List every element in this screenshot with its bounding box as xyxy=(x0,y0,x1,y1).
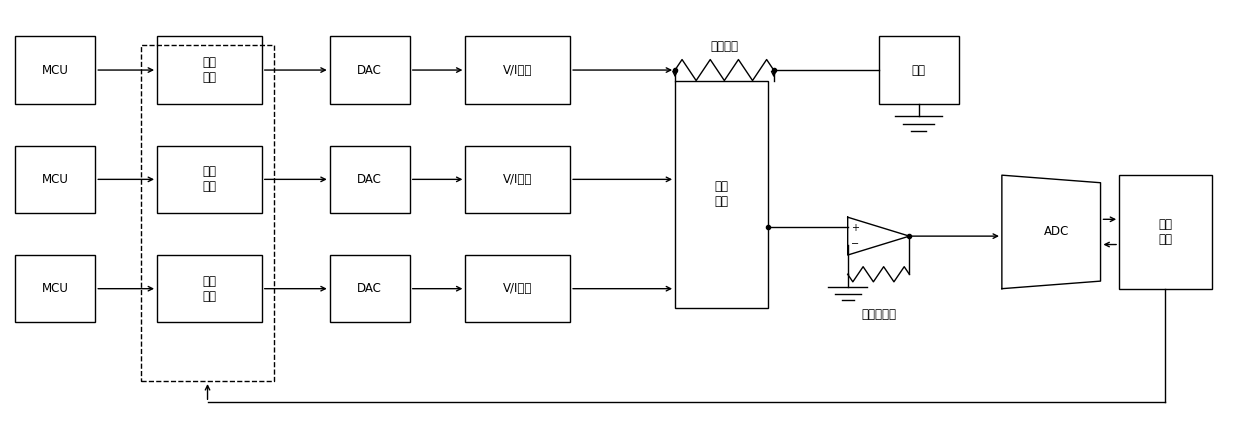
Polygon shape xyxy=(847,217,909,255)
Text: 负载: 负载 xyxy=(912,63,926,77)
Text: +: + xyxy=(851,223,859,233)
Text: 诊断
单元: 诊断 单元 xyxy=(1158,218,1172,246)
Text: V/I电路: V/I电路 xyxy=(503,63,533,77)
Text: 控制
单元: 控制 单元 xyxy=(202,56,217,84)
Text: DAC: DAC xyxy=(357,63,382,77)
Bar xyxy=(15,146,95,213)
Polygon shape xyxy=(1002,175,1100,289)
Text: MCU: MCU xyxy=(42,282,68,295)
Bar xyxy=(157,255,261,322)
Bar xyxy=(466,36,570,104)
Bar xyxy=(330,146,410,213)
Text: V/I电路: V/I电路 xyxy=(503,282,533,295)
Text: 控制
单元: 控制 单元 xyxy=(202,275,217,303)
Text: DAC: DAC xyxy=(357,282,382,295)
Bar xyxy=(157,146,261,213)
Text: MCU: MCU xyxy=(42,63,68,77)
Text: 控制
单元: 控制 单元 xyxy=(202,165,217,193)
Text: 运算放大器: 运算放大器 xyxy=(861,308,896,321)
Bar xyxy=(466,255,570,322)
Bar xyxy=(15,255,95,322)
Text: 检测电阵: 检测电阵 xyxy=(710,40,738,53)
Bar xyxy=(878,36,959,104)
Text: −: − xyxy=(851,239,859,250)
Bar xyxy=(15,36,95,104)
Bar xyxy=(675,81,767,308)
Bar xyxy=(466,146,570,213)
Bar xyxy=(1119,175,1212,289)
Text: MCU: MCU xyxy=(42,173,68,186)
Bar xyxy=(330,255,410,322)
Bar xyxy=(330,36,410,104)
Bar xyxy=(157,36,261,104)
Text: DAC: DAC xyxy=(357,173,382,186)
Text: ADC: ADC xyxy=(1043,225,1069,239)
Text: V/I电路: V/I电路 xyxy=(503,173,533,186)
Text: 检测
芯片: 检测 芯片 xyxy=(714,180,729,208)
Bar xyxy=(141,45,274,381)
